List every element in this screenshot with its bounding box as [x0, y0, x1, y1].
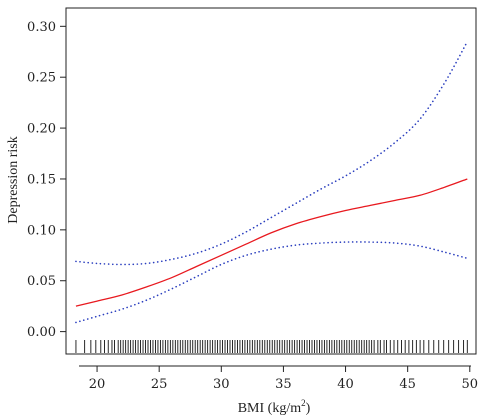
plot-frame — [65, 7, 477, 355]
y-tick-label: 0.15 — [27, 172, 56, 187]
x-tick-label: 35 — [275, 377, 292, 392]
y-tick-label: 0.20 — [27, 122, 56, 137]
x-tick-label: 50 — [462, 377, 479, 392]
x-axis-label-superscript: 2 — [301, 398, 306, 408]
x-tick-label: 25 — [151, 377, 168, 392]
y-tick-label: 0.00 — [27, 325, 56, 340]
y-tick-label: 0.25 — [27, 71, 56, 86]
x-tick-label: 45 — [399, 377, 416, 392]
y-tick-label: 0.05 — [27, 274, 56, 289]
series-lines — [75, 40, 469, 324]
x-tick-label: 30 — [213, 377, 230, 392]
x-axis-label: BMI (kg/m2) — [238, 398, 311, 416]
y-axis-label: Depression risk — [6, 136, 21, 224]
lower-ci-line — [75, 241, 469, 324]
y-ticks: 0.00 0.05 0.10 0.15 0.20 0.25 0.30 — [27, 20, 66, 340]
y-axis: 0.00 0.05 0.10 0.15 0.20 0.25 0.30 — [27, 20, 67, 340]
x-axis-label-main: BMI (kg/m — [238, 401, 302, 416]
x-ticks: 20 25 30 35 40 45 50 — [89, 366, 478, 392]
upper-ci-line — [75, 40, 469, 266]
x-axis-label-close: ) — [306, 401, 311, 416]
x-tick-label: 20 — [89, 377, 106, 392]
x-axis: 20 25 30 35 40 45 50 — [79, 365, 478, 392]
estimate-line — [75, 178, 468, 307]
plot-box — [65, 7, 477, 355]
y-tick-label: 0.30 — [27, 20, 56, 35]
x-tick-label: 40 — [337, 377, 354, 392]
y-tick-label: 0.10 — [27, 223, 56, 238]
rug-marks — [75, 340, 468, 353]
